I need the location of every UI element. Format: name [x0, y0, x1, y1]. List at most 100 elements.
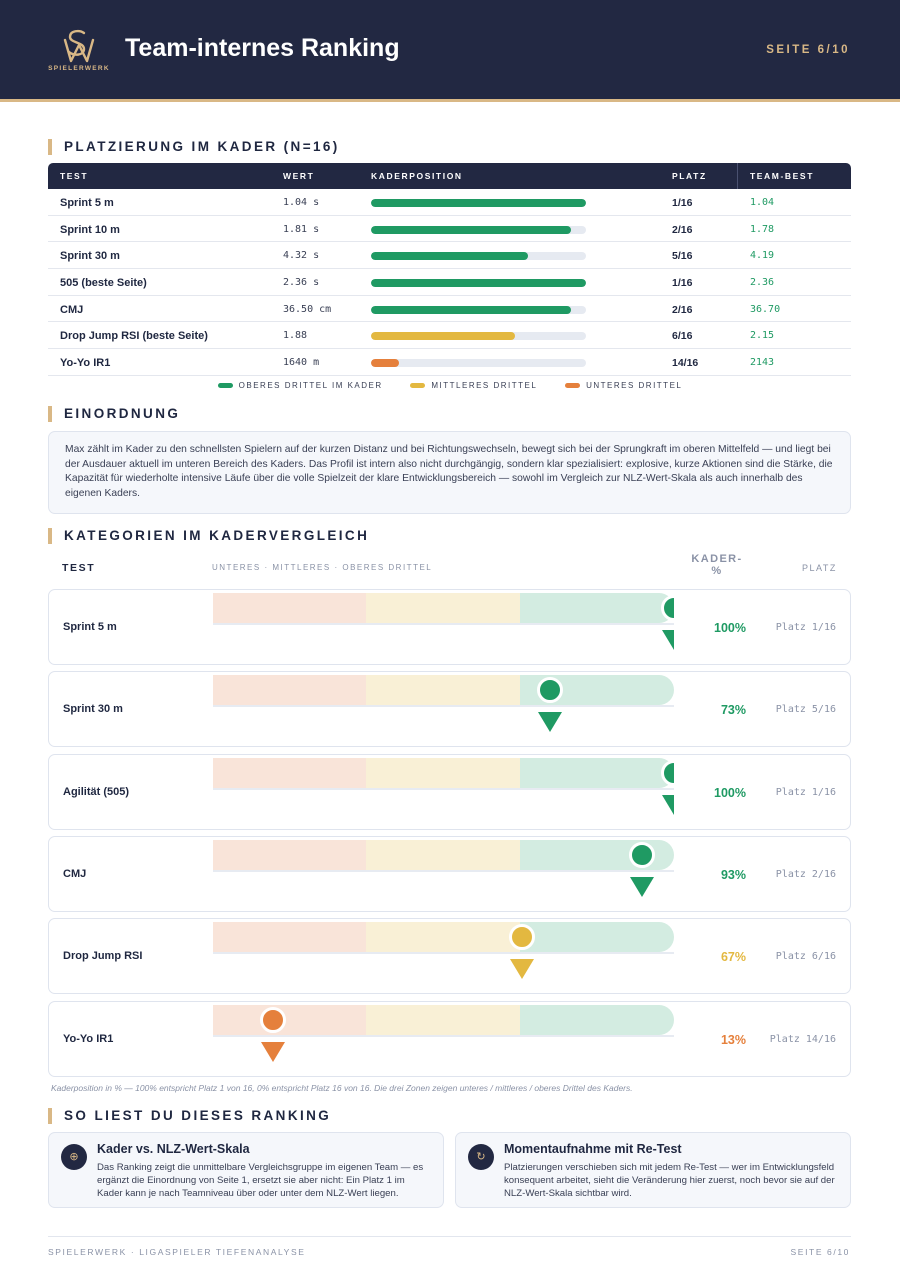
- row-rank: 2/16: [672, 303, 693, 316]
- section-heading-categories: KATEGORIEN IM KADERVERGLEICH: [48, 528, 369, 544]
- zone-baseline: [213, 788, 674, 790]
- row-rank: 2/16: [672, 223, 693, 236]
- zone-baseline: [213, 952, 674, 954]
- footer-divider: [48, 1236, 851, 1237]
- position-markers: [213, 1002, 674, 1076]
- row-test: Yo-Yo IR1: [60, 357, 111, 370]
- howto-card: ⊕ Kader vs. NLZ-Wert-Skala Das Ranking z…: [48, 1132, 444, 1208]
- category-card: Agilität (505) 100% Platz 1/16: [48, 754, 851, 830]
- row-team-best: 4.19: [750, 250, 775, 262]
- row-value: 1640 m: [283, 357, 320, 369]
- category-percent: 100%: [714, 786, 746, 800]
- position-bar-fill: [371, 199, 586, 207]
- col-value: WERT: [283, 171, 315, 181]
- category-rank: Platz 14/16: [769, 1034, 836, 1045]
- table-row: 505 (beste Seite) 2.36 s 1/16 2.36: [48, 269, 851, 296]
- category-percent: 100%: [714, 621, 746, 635]
- position-pointer: [662, 795, 674, 815]
- howto-card-text: Platzierungen verschieben sich mit jedem…: [504, 1162, 835, 1199]
- position-markers: [213, 590, 674, 664]
- position-markers: [213, 672, 674, 746]
- row-team-best: 2143: [750, 357, 775, 369]
- category-footnote: Kaderposition in % — 100% entspricht Pla…: [51, 1083, 633, 1093]
- brand-wordmark: SPIELERWERK: [48, 65, 110, 72]
- tier-legend: OBERES DRITTEL IM KADER MITTLERES DRITTE…: [0, 381, 900, 390]
- category-rank: Platz 1/16: [775, 622, 836, 633]
- position-dot: [661, 760, 674, 786]
- zone-upper: [520, 758, 674, 788]
- row-value: 4.32 s: [283, 250, 320, 262]
- legend-label: UNTERES DRITTEL: [586, 381, 683, 390]
- row-test: Sprint 5 m: [60, 197, 114, 209]
- category-rank: Platz 6/16: [775, 951, 836, 962]
- zone-baseline: [213, 705, 674, 707]
- row-test: 505 (beste Seite): [60, 277, 147, 290]
- row-value: 2.36 s: [283, 277, 320, 289]
- category-name: CMJ: [63, 868, 87, 880]
- row-value: 1.04 s: [283, 197, 320, 208]
- zone-baseline: [213, 623, 674, 625]
- row-value: 1.81 s: [283, 223, 320, 235]
- zone-lower: [213, 593, 367, 623]
- category-name: Sprint 30 m: [63, 703, 123, 715]
- legend-item-top: OBERES DRITTEL IM KADER: [217, 381, 383, 390]
- zone-upper: [520, 922, 674, 952]
- position-markers: [213, 755, 674, 829]
- position-pointer: [629, 877, 654, 897]
- category-percent: 73%: [720, 703, 746, 717]
- legend-swatch: [217, 383, 233, 389]
- category-card: Drop Jump RSI 67% Platz 6/16: [48, 918, 851, 994]
- howto-card-title: Momentaufnahme mit Re-Test: [504, 1142, 682, 1156]
- row-value: 1.88: [283, 330, 308, 342]
- row-rank: 1/16: [672, 277, 693, 290]
- table-row: Sprint 30 m 4.32 s 5/16 4.19: [48, 242, 851, 270]
- category-name: Sprint 5 m: [63, 621, 117, 633]
- page-indicator: SEITE 6/10: [766, 44, 850, 56]
- zone-middle: [366, 758, 520, 788]
- legend-swatch: [410, 383, 426, 389]
- refresh-icon: ↻: [468, 1144, 494, 1170]
- zone-track: [213, 1005, 674, 1037]
- position-dot: [259, 1007, 286, 1033]
- column-divider: [737, 163, 738, 189]
- section-heading-placement: PLATZIERUNG IM KADER (N=16): [48, 139, 340, 155]
- legend-label: OBERES DRITTEL IM KADER: [238, 381, 383, 390]
- legend-item-middle: MITTLERES DRITTEL: [410, 381, 537, 390]
- legend-label: MITTLERES DRITTEL: [431, 381, 538, 390]
- zone-middle: [366, 840, 520, 870]
- position-bar-fill: [371, 252, 528, 261]
- zone-track: [213, 758, 674, 790]
- position-bar-fill: [371, 359, 399, 368]
- row-test: Sprint 10 m: [60, 223, 120, 236]
- cat-col-zones: UNTERES · MITTLERES · OBERES DRITTEL: [212, 563, 433, 572]
- position-markers: [213, 919, 674, 993]
- col-rank: PLATZ: [672, 171, 707, 181]
- zone-middle: [366, 922, 520, 952]
- page-title: Team-internes Ranking: [125, 34, 400, 62]
- category-rank: Platz 5/16: [775, 704, 836, 715]
- footer-left: SPIELERWERK · LIGASPIELER TIEFENANALYSE: [48, 1247, 306, 1257]
- zone-track: [213, 593, 674, 625]
- row-rank: 1/16: [672, 197, 693, 209]
- table-row: Sprint 5 m 1.04 s 1/16 1.04: [48, 189, 851, 216]
- row-team-best: 36.70: [750, 303, 781, 315]
- position-dot: [661, 595, 674, 621]
- footer-page: SEITE 6/10: [790, 1247, 850, 1257]
- row-rank: 6/16: [672, 330, 693, 343]
- zone-track: [213, 922, 674, 954]
- zone-track: [213, 675, 674, 707]
- category-card: Yo-Yo IR1 13% Platz 14/16: [48, 1001, 851, 1077]
- position-pointer: [537, 712, 562, 732]
- zone-upper: [520, 1005, 674, 1035]
- category-rank: Platz 1/16: [775, 787, 836, 798]
- position-bar: [371, 199, 586, 207]
- table-row: Yo-Yo IR1 1640 m 14/16 2143: [48, 349, 851, 376]
- logo-monogram-icon: [63, 29, 95, 63]
- cat-col-percent: KADER-%: [691, 553, 743, 577]
- category-rank: Platz 2/16: [775, 869, 836, 880]
- row-team-best: 2.36: [750, 277, 775, 289]
- howto-card: ↻ Momentaufnahme mit Re-Test Platzierung…: [455, 1132, 851, 1208]
- table-row: CMJ 36.50 cm 2/16 36.70: [48, 296, 851, 323]
- position-dot: [508, 924, 535, 950]
- section-heading-howto: SO LIEST DU DIESES RANKING: [48, 1108, 331, 1124]
